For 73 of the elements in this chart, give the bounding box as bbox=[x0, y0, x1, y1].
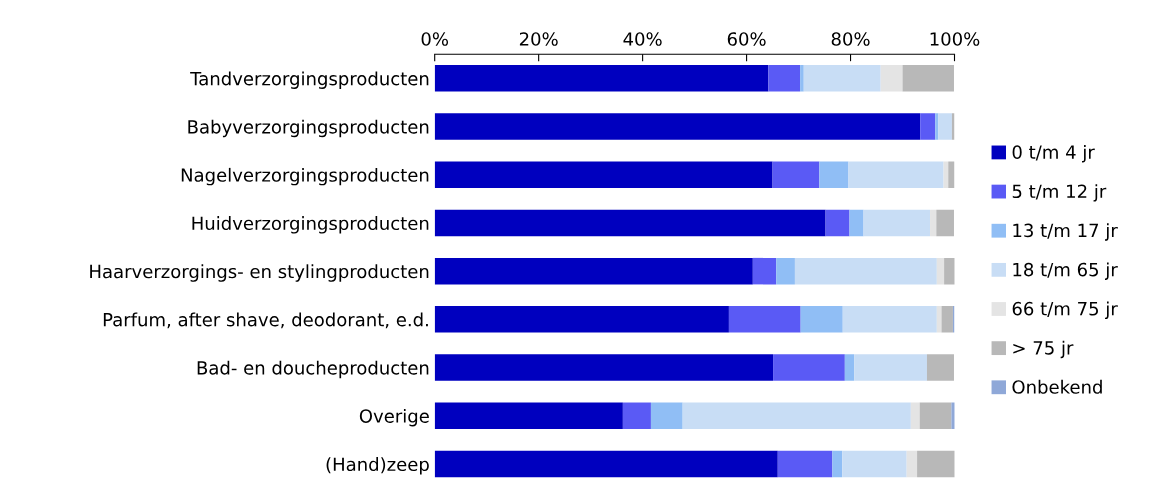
bar bbox=[794, 257, 937, 285]
y-tick-label: Huidverzorgingsproducten bbox=[192, 216, 429, 234]
bar bbox=[936, 306, 942, 333]
x-tick-label: 0% bbox=[421, 32, 449, 46]
bar bbox=[842, 450, 907, 478]
x-tick-label: 80% bbox=[831, 32, 870, 46]
bar bbox=[844, 354, 855, 381]
bar bbox=[880, 65, 903, 92]
x-tick-label: 100% bbox=[930, 32, 980, 46]
bar bbox=[682, 402, 911, 430]
bar bbox=[832, 450, 843, 478]
bar bbox=[902, 65, 954, 92]
bar bbox=[854, 354, 927, 381]
bar bbox=[772, 161, 820, 188]
legend-label: 5 t/m 12 jr bbox=[1012, 184, 1107, 202]
bar bbox=[951, 402, 955, 430]
bar bbox=[803, 65, 881, 92]
bar bbox=[906, 450, 918, 478]
bar bbox=[434, 161, 773, 188]
bar bbox=[434, 354, 774, 381]
y-tick-label: (Hand)zeep bbox=[326, 457, 429, 475]
x-tick-label: 60% bbox=[727, 32, 766, 46]
bar bbox=[800, 306, 843, 333]
bar bbox=[825, 209, 850, 237]
bar bbox=[776, 257, 795, 285]
legend-label: Onbekend bbox=[1012, 379, 1102, 394]
bar bbox=[842, 306, 937, 333]
bar bbox=[848, 161, 944, 188]
bar bbox=[910, 402, 920, 430]
bar bbox=[434, 113, 921, 140]
bar bbox=[936, 209, 954, 237]
y-tick-label: Tandverzorgingsproducten bbox=[190, 71, 429, 89]
bar bbox=[434, 65, 769, 92]
bar bbox=[849, 209, 864, 237]
bar bbox=[777, 450, 833, 478]
legend-label: 66 t/m 75 jr bbox=[1012, 301, 1118, 320]
legend-label: 18 t/m 65 jr bbox=[1013, 262, 1118, 280]
bar bbox=[622, 402, 651, 430]
bar bbox=[944, 257, 955, 285]
bar bbox=[768, 65, 801, 92]
bar bbox=[434, 402, 623, 430]
bar bbox=[941, 306, 953, 333]
bar bbox=[935, 113, 939, 140]
bar bbox=[863, 209, 931, 237]
bar bbox=[919, 402, 952, 430]
bar bbox=[800, 65, 804, 92]
bar bbox=[917, 450, 955, 478]
legend-label: 13 t/m 17 jr bbox=[1013, 223, 1118, 241]
y-tick-label: Bad- en doucheproducten bbox=[197, 360, 429, 379]
bar bbox=[752, 257, 777, 285]
bar bbox=[930, 209, 937, 237]
y-tick-label: Babyverzorgingsproducten bbox=[188, 119, 429, 138]
y-tick-label: Nagelverzorgingsproducten bbox=[181, 167, 429, 186]
bar bbox=[948, 161, 955, 188]
bar bbox=[920, 113, 936, 140]
bar bbox=[819, 161, 849, 188]
legend-label: 0 t/m 4 jr bbox=[1012, 144, 1095, 163]
legend-label: > 75 jr bbox=[1013, 340, 1074, 359]
bar bbox=[773, 354, 845, 381]
y-tick-label: Overige bbox=[359, 408, 429, 427]
bar bbox=[434, 450, 778, 478]
y-tick-label: Haarverzorgings- en stylingproducten bbox=[90, 264, 429, 282]
x-tick-label: 20% bbox=[519, 32, 558, 46]
y-tick-label: Parfum, after shave, deodorant, e.d. bbox=[103, 312, 428, 329]
x-tick-label: 40% bbox=[623, 32, 662, 46]
bar bbox=[938, 113, 952, 140]
bar bbox=[728, 306, 801, 333]
bar bbox=[434, 257, 753, 285]
bar bbox=[434, 209, 826, 237]
bar bbox=[650, 402, 683, 430]
bar bbox=[936, 257, 945, 285]
bar bbox=[434, 306, 729, 333]
bar bbox=[926, 354, 954, 381]
